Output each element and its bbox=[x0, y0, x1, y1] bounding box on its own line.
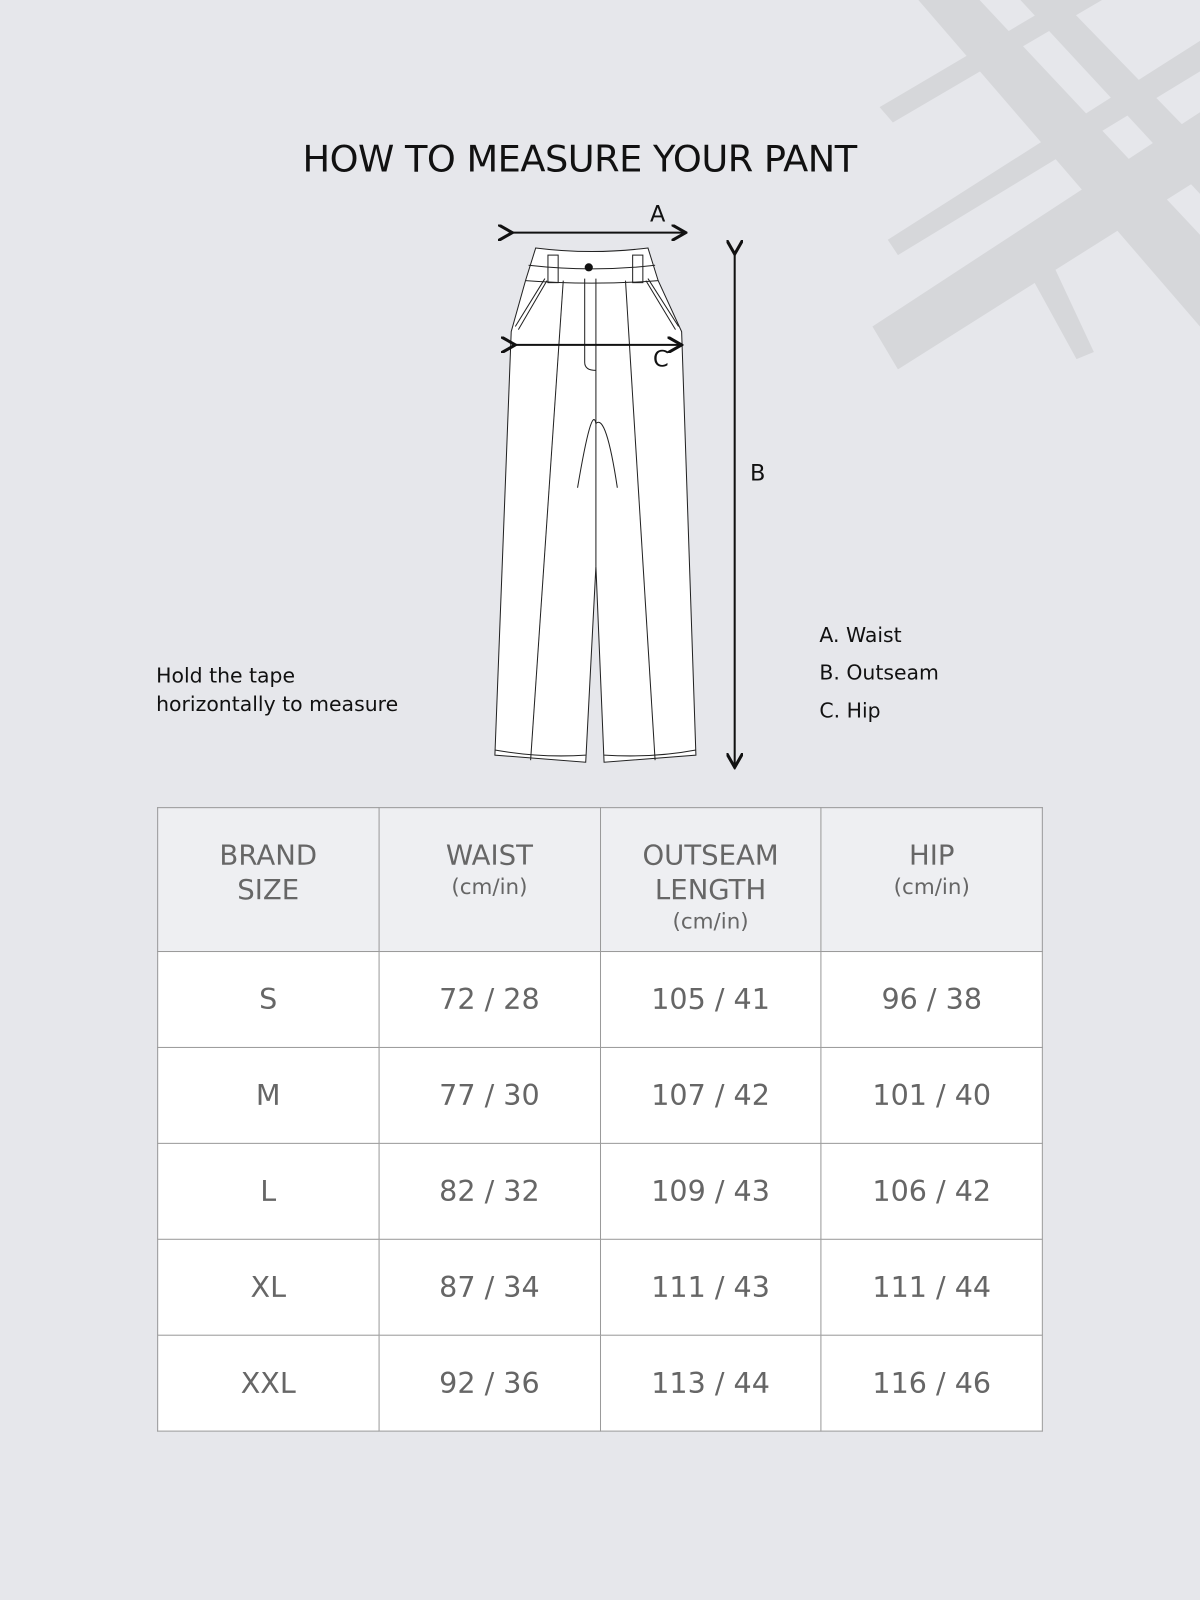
header-hip: HIP (cm/in) bbox=[820, 807, 1043, 953]
table-row: S 72 / 28 105 / 41 96 / 38 bbox=[157, 951, 1043, 1048]
cell-hip: 116 / 46 bbox=[820, 1334, 1043, 1432]
page-title: HOW TO MEASURE YOUR PANT bbox=[302, 138, 857, 181]
cell-size: M bbox=[157, 1046, 380, 1144]
cell-waist: 82 / 32 bbox=[378, 1142, 601, 1240]
header-waist: WAIST (cm/in) bbox=[378, 807, 601, 953]
cell-waist: 87 / 34 bbox=[378, 1238, 601, 1336]
cell-outseam: 111 / 43 bbox=[599, 1238, 822, 1336]
cell-waist: 92 / 36 bbox=[378, 1334, 601, 1432]
cell-outseam: 105 / 41 bbox=[599, 951, 822, 1048]
label-b: B bbox=[749, 461, 766, 487]
pants-diagram bbox=[494, 199, 786, 781]
table-header: BRAND SIZE WAIST (cm/in) OUTSEAM LENGTH (cm/… bbox=[157, 807, 1043, 953]
legend-outseam: B. Outseam bbox=[819, 660, 939, 685]
size-table: BRAND SIZE WAIST (cm/in) OUTSEAM LENGTH (cm/… bbox=[157, 807, 1043, 1432]
button-icon bbox=[584, 263, 593, 272]
cell-size: S bbox=[157, 951, 380, 1048]
cell-waist: 72 / 28 bbox=[378, 951, 601, 1048]
table-row: XL 87 / 34 111 / 43 111 / 44 bbox=[157, 1238, 1043, 1336]
cell-hip: 101 / 40 bbox=[820, 1046, 1043, 1144]
legend-hip: C. Hip bbox=[819, 697, 881, 723]
cell-outseam: 109 / 43 bbox=[599, 1142, 822, 1240]
table-row: M 77 / 30 107 / 42 101 / 40 bbox=[157, 1046, 1043, 1144]
cell-hip: 106 / 42 bbox=[820, 1142, 1043, 1240]
header-brand-size: BRAND SIZE bbox=[157, 807, 380, 953]
cell-waist: 77 / 30 bbox=[378, 1046, 601, 1144]
cell-size: L bbox=[157, 1142, 380, 1240]
measuring-tip: Hold the tape horizontally to measure bbox=[156, 661, 398, 718]
legend-waist: A. Waist bbox=[819, 622, 902, 647]
label-a: A bbox=[649, 202, 666, 228]
measurement-legend: A. Waist B. Outseam C. Hip bbox=[819, 616, 939, 729]
cell-hip: 111 / 44 bbox=[820, 1238, 1043, 1336]
cell-size: XL bbox=[157, 1238, 380, 1336]
tip-line: horizontally to measure bbox=[156, 691, 399, 717]
table-row: XXL 92 / 36 113 / 44 116 / 46 bbox=[157, 1334, 1043, 1432]
cell-size: XXL bbox=[157, 1334, 380, 1432]
cell-outseam: 113 / 44 bbox=[599, 1334, 822, 1432]
cell-hip: 96 / 38 bbox=[820, 951, 1043, 1048]
table-row: L 82 / 32 109 / 43 106 / 42 bbox=[157, 1142, 1043, 1240]
label-c: C bbox=[653, 346, 669, 373]
cell-outseam: 107 / 42 bbox=[599, 1046, 822, 1144]
header-outseam: OUTSEAM LENGTH (cm/in) bbox=[599, 807, 822, 953]
tip-line: Hold the tape bbox=[156, 663, 296, 688]
